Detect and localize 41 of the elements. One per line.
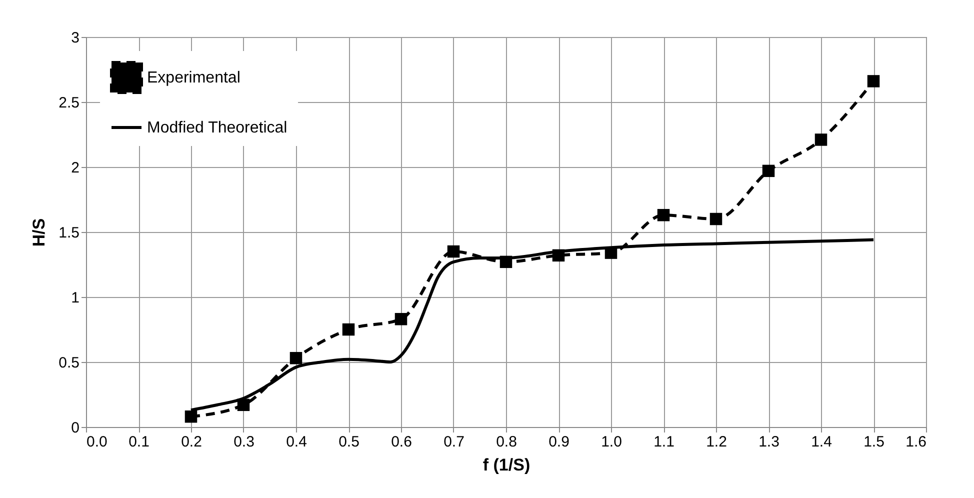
point	[867, 75, 880, 88]
x-tick-label: 1.1	[654, 434, 674, 450]
y-tick-label: 2	[71, 160, 80, 176]
x-tick-label: 0.0	[86, 434, 108, 450]
legend-label: Experimental	[147, 70, 240, 86]
x-tick-label: 0.8	[496, 434, 517, 450]
point	[237, 398, 250, 412]
x-tick-label: 1.4	[811, 434, 832, 450]
point	[762, 164, 775, 178]
point	[394, 312, 408, 326]
point	[814, 134, 828, 146]
y-axis-title: H/S	[30, 218, 49, 247]
x-tick-label: 1.3	[758, 434, 780, 450]
x-tick-label: 1.2	[706, 434, 727, 450]
point	[500, 256, 512, 268]
point	[290, 352, 302, 364]
y-tick-label: 2.5	[58, 94, 80, 112]
point	[447, 245, 460, 258]
x-tick-label: 0.2	[181, 434, 202, 450]
y-tick-label: 1.5	[58, 224, 80, 242]
x-tick-label: 1.6	[906, 434, 926, 450]
y-tick-label: 0	[71, 420, 80, 436]
legend-label: Modfied Theoretical	[147, 120, 288, 136]
point	[184, 410, 198, 423]
x-tick-label: 1.5	[864, 434, 884, 450]
x-tick-label: 1.0	[601, 434, 622, 450]
point	[657, 208, 670, 222]
x-tick-label: 0.9	[548, 434, 570, 450]
x-tick-label: 0.1	[128, 434, 150, 450]
point	[710, 212, 722, 226]
x-tick-label: 0.5	[338, 434, 360, 450]
x-tick-label: 0.3	[234, 434, 254, 450]
point	[552, 249, 565, 262]
x-tick-label: 0.7	[444, 434, 464, 450]
y-tick-label: 1	[71, 290, 80, 306]
x-tick-label: 0.4	[286, 434, 307, 450]
y-tick-label: 3	[71, 30, 80, 46]
point	[342, 323, 355, 336]
x-tick-label: 0.6	[391, 434, 412, 450]
x-axis-title: f (1/S)	[482, 456, 530, 474]
y-tick-label: 0.5	[58, 354, 80, 372]
